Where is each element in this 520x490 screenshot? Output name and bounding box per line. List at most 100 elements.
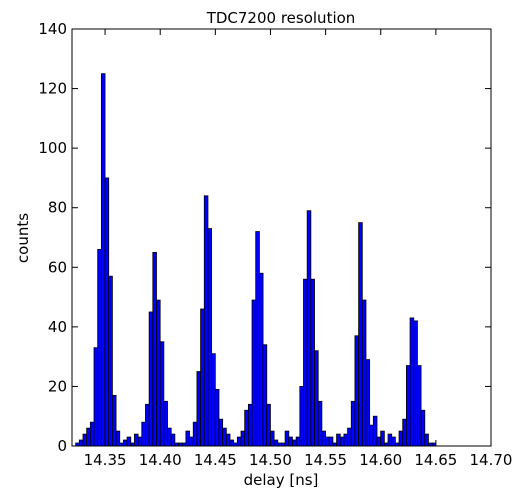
histogram-bar [336,433,341,447]
histogram-bar [82,433,88,447]
histogram-bar [354,335,360,447]
histogram-bar [402,418,407,447]
histogram-bar [273,439,279,447]
y-axis-label: counts [14,213,32,263]
histogram-bar [372,415,378,447]
histogram-bar [115,430,121,447]
y-tick-label: 80 [48,199,67,217]
histogram-bar [266,403,271,447]
histogram-bar [86,427,91,447]
histogram-bar [244,409,249,447]
histogram-bar [398,430,404,447]
histogram-bar [369,424,374,447]
histogram-bar [152,251,157,447]
y-tick-label: 40 [48,318,67,336]
histogram-bar [211,353,216,447]
x-tick-label: 14.45 [194,451,237,469]
histogram-bar [417,365,422,447]
histogram-bar [347,427,352,447]
histogram-bar [343,433,349,447]
histogram-bar [141,421,146,447]
histogram-bar [89,421,95,447]
histogram-bar [314,350,319,447]
histogram-bar [365,359,371,447]
histogram-bar [350,400,356,447]
histogram-bar [134,433,139,447]
histogram-bar [97,249,102,447]
histogram-bar [339,436,345,447]
plot-frame [71,28,492,447]
histogram-bar [255,231,260,447]
histogram-bar [111,394,117,447]
y-tick-label: 60 [48,258,67,276]
x-tick-label: 14.50 [249,451,292,469]
histogram-bar [222,427,227,447]
histogram-bar [361,299,367,447]
histogram-bar [317,400,323,447]
histogram-bar [196,371,201,447]
histogram-bar [163,400,168,447]
histogram-bar [159,341,165,447]
histogram-bar [303,278,308,447]
histogram-bar [218,418,224,447]
histogram-bar [108,275,113,447]
histogram-bar [192,421,198,447]
histogram-bar [299,386,304,447]
histogram-bar [185,430,190,447]
histogram-bar [93,347,99,447]
histogram-bar [207,228,213,447]
histogram-bar [409,317,415,447]
y-tick-label: 0 [57,437,67,455]
histogram-bar [405,365,411,447]
histogram-bar [292,439,297,447]
x-tick-label: 14.35 [84,451,127,469]
histogram-bar [167,427,172,447]
histogram-bar [170,433,176,447]
histogram-bar [225,433,231,447]
histogram-bar [376,436,382,447]
x-axis-label: delay [ns] [244,471,319,489]
histogram-bar [148,311,154,447]
histogram-bar [145,403,150,447]
histogram-bar [306,210,312,447]
histogram-bar [262,344,268,447]
histogram-bar [104,177,110,447]
histogram-bar [284,430,290,447]
histogram-bar [251,299,257,447]
histogram-bar [328,436,334,447]
histogram-bar [189,436,194,447]
y-tick-label: 100 [38,139,67,157]
histogram-bar [203,195,209,447]
histogram-bar [424,433,429,447]
histogram-bar [156,299,161,447]
histogram-bar [137,436,143,447]
histogram-bar [123,439,128,447]
histogram-bar [387,433,393,447]
x-tick-label: 14.55 [304,451,347,469]
y-tick-label: 120 [38,80,67,98]
y-tick-label: 140 [38,20,67,38]
bars-group [75,73,437,447]
x-tick-label: 14.70 [470,451,513,469]
x-tick-label: 14.65 [414,451,457,469]
x-tick-label: 14.40 [139,451,182,469]
histogram-bar [413,320,418,447]
histogram-bar [240,430,246,447]
histogram-bar [236,436,242,447]
histogram-bar [78,439,84,447]
chart-title: TDC7200 resolution [206,9,356,27]
x-tick-label: 14.60 [359,451,402,469]
histogram-bar [391,436,396,447]
histogram-bar [321,430,326,447]
histogram-bar [358,222,363,447]
histogram-bar [126,436,132,447]
histogram-bar [200,308,205,447]
histogram-bar [295,436,301,447]
y-tick-label: 20 [48,377,67,395]
histogram-bar [258,272,264,447]
histogram-bar [214,389,220,447]
histogram-bar [420,409,426,447]
ticks-group: 14.35 14.40 14.45 14.50 14.55 14.60 14.65 14.70… [38,20,512,469]
histogram-bar [288,436,293,447]
